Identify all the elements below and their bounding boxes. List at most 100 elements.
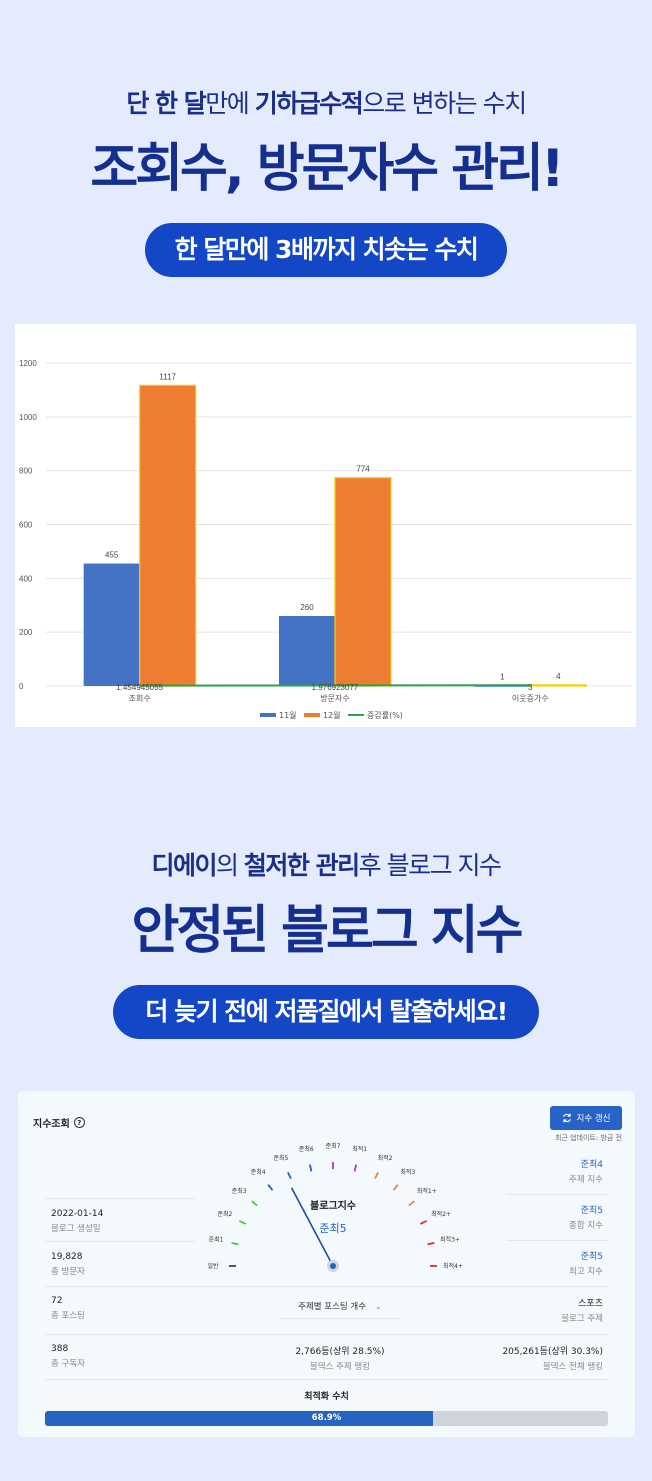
index-title: 지수조회 ? bbox=[33, 1115, 85, 1130]
gauge-title: 블로그지수 bbox=[310, 1199, 356, 1212]
gauge-level-label: 최적3 bbox=[400, 1168, 415, 1176]
hero-pill-1: 한 달만에 3배까지 치솟는 수치 bbox=[144, 223, 508, 277]
stat-topic-index: 준최4 주제 지수 bbox=[569, 1160, 603, 1185]
gauge-level-label: 최적1+ bbox=[417, 1187, 437, 1195]
y-tick: 400 bbox=[19, 574, 33, 583]
gauge-level-label: 준최7 bbox=[326, 1142, 341, 1150]
hero-section-1: 단 한 달만에 기하급수적으로 변하는 수치 조회수, 방문자수 관리! 한 달… bbox=[0, 84, 652, 277]
gauge-level-label: 준최1 bbox=[209, 1235, 224, 1243]
optimization-progress: 68.9% bbox=[45, 1411, 608, 1426]
y-tick: 600 bbox=[19, 521, 33, 530]
bar bbox=[279, 616, 335, 686]
index-title-text: 지수조회 bbox=[33, 1119, 70, 1130]
gauge-tick bbox=[353, 1164, 358, 1172]
subtitle-highlight: 단 한 달 bbox=[126, 89, 206, 118]
y-tick: 800 bbox=[19, 467, 33, 476]
gauge-tick bbox=[231, 1241, 239, 1246]
divider bbox=[506, 1194, 608, 1195]
x-category: 방문자수 bbox=[320, 693, 349, 703]
gauge-tick bbox=[308, 1164, 313, 1172]
legend-entry: 11월 bbox=[279, 710, 297, 720]
bar-label: 455 bbox=[105, 551, 119, 560]
subtitle-highlight: 철저한 관리 bbox=[243, 851, 360, 880]
bar-chart: 0 200 400 600 800 1000 1200 455 1117 조회수 260 774 방문자… bbox=[15, 324, 636, 727]
gauge-level-label: 최적2+ bbox=[431, 1210, 451, 1218]
divider bbox=[45, 1286, 608, 1287]
y-tick: 0 bbox=[19, 682, 24, 691]
update-note: 최근 업데이트: 방금 전 bbox=[555, 1134, 622, 1142]
stat-total-visitors: 19,828 총 방문자 bbox=[51, 1252, 85, 1277]
hero-title-2: 안정된 블로그 지수 bbox=[131, 901, 524, 961]
stat-total-subscribers: 388 총 구독자 bbox=[51, 1344, 85, 1369]
help-icon[interactable]: ? bbox=[73, 1117, 85, 1128]
gauge-level-label: 준최4 bbox=[251, 1168, 266, 1176]
hero-subtitle-1: 단 한 달만에 기하급수적으로 변하는 수치 bbox=[124, 84, 527, 126]
refresh-icon bbox=[562, 1113, 571, 1123]
topic-posting-dropdown[interactable]: 주제별 포스팅 개수 ⌄ bbox=[280, 1300, 400, 1319]
stat-highest-index: 준최5 최고 지수 bbox=[569, 1252, 603, 1277]
subtitle-text: 후 블로그 지수 bbox=[358, 851, 502, 880]
chart-canvas: 0 200 400 600 800 1000 1200 455 1117 조회수 260 774 방문자… bbox=[19, 359, 632, 720]
blog-index-card: 지수조회 ? 지수 갱신 최근 업데이트: 방금 전 2022-01-14 블로… bbox=[18, 1091, 635, 1437]
divider bbox=[45, 1334, 608, 1335]
stat-total-posts: 72 총 포스팅 bbox=[51, 1296, 85, 1321]
gauge-level-label: 일반 bbox=[207, 1262, 219, 1270]
gauge-level-label: 준최3 bbox=[232, 1187, 247, 1195]
y-tick: 1000 bbox=[19, 413, 37, 422]
chevron-down-icon: ⌄ bbox=[374, 1302, 382, 1312]
hero-title-1: 조회수, 방문자수 관리! bbox=[90, 139, 564, 199]
bar-label: 260 bbox=[300, 603, 314, 612]
optimization-progress-fill bbox=[45, 1411, 433, 1426]
gauge-tick bbox=[267, 1184, 274, 1191]
legend-entry: 12월 bbox=[323, 710, 341, 720]
optimization-percent: 68.9% bbox=[311, 1413, 342, 1423]
divider bbox=[45, 1198, 195, 1199]
x-category: 조회수 bbox=[129, 694, 151, 703]
gauge-tick bbox=[238, 1220, 246, 1225]
bar bbox=[139, 384, 197, 687]
refresh-index-button[interactable]: 지수 갱신 bbox=[550, 1106, 622, 1130]
gauge-level-label: 준최5 bbox=[274, 1154, 289, 1162]
bar bbox=[83, 563, 140, 686]
y-tick: 200 bbox=[19, 628, 33, 637]
gauge-needle bbox=[290, 1187, 334, 1267]
gauge-tick bbox=[392, 1184, 399, 1191]
divider bbox=[45, 1241, 195, 1242]
gauge-value: 준최5 bbox=[319, 1222, 346, 1235]
subtitle-text: 의 bbox=[215, 851, 244, 880]
subtitle-highlight: 기하급수적 bbox=[254, 89, 364, 118]
bar-label: 1117 bbox=[159, 372, 176, 381]
dropdown-label: 주제별 포스팅 개수 bbox=[298, 1302, 367, 1312]
hero-section-2: 디에이의 철저한 관리후 블로그 지수 안정된 블로그 지수 더 늦기 전에 저… bbox=[0, 846, 652, 1039]
line-label: 1.454945055 bbox=[116, 683, 163, 692]
gauge-level-label: 최적3+ bbox=[440, 1235, 460, 1243]
refresh-label: 지수 갱신 bbox=[576, 1114, 611, 1124]
legend-entry: 증감률(%) bbox=[367, 710, 403, 720]
subtitle-text: 만에 bbox=[205, 89, 255, 118]
gauge-tick bbox=[408, 1200, 415, 1207]
gauge-tick bbox=[420, 1220, 428, 1225]
gauge-level-label: 준최2 bbox=[217, 1210, 232, 1218]
hero-pill-2: 더 늦기 전에 저품질에서 탈출하세요! bbox=[113, 985, 539, 1039]
y-tick: 1200 bbox=[19, 359, 37, 368]
bar-label: 1 bbox=[500, 673, 505, 682]
optimization-title: 최적화 수치 bbox=[304, 1392, 349, 1402]
gauge-tick bbox=[427, 1241, 435, 1246]
gauge-tick bbox=[374, 1171, 379, 1179]
x-category: 이웃증가수 bbox=[512, 693, 549, 703]
subtitle-highlight: 디에이 bbox=[151, 851, 217, 880]
stat-overall-index: 준최5 종합 지수 bbox=[569, 1206, 603, 1231]
bar bbox=[334, 477, 392, 687]
hero-subtitle-2: 디에이의 철저한 관리후 블로그 지수 bbox=[149, 846, 502, 888]
gauge-level-label: 최적4+ bbox=[443, 1262, 463, 1270]
gauge-tick bbox=[287, 1171, 292, 1179]
gauge-level-label: 준최6 bbox=[299, 1145, 314, 1153]
stat-topic-ranking: 2,766등(상위 28.5%) 블덱스 주제 랭킹 bbox=[295, 1347, 385, 1372]
stat-overall-ranking: 205,261등(상위 30.3%) 블덱스 전체 랭킹 bbox=[502, 1347, 603, 1372]
stat-blog-topic: 스포츠 블로그 주제 bbox=[561, 1299, 603, 1324]
gauge-level-label: 최적2 bbox=[378, 1154, 393, 1162]
bar-label: 774 bbox=[356, 465, 370, 474]
index-gauge: 일반 준최1 준최2 준최3 준최4 준최5 준최6 준최7 최적1 최적2 최적3 최적1+ 최적2+… bbox=[207, 1142, 463, 1272]
divider bbox=[506, 1240, 608, 1241]
subtitle-text: 으로 변하는 수치 bbox=[362, 89, 527, 118]
